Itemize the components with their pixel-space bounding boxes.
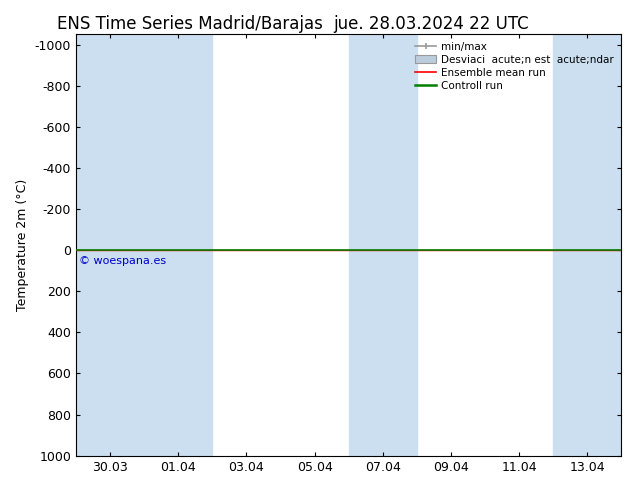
Bar xyxy=(76,34,145,456)
Bar xyxy=(144,34,212,456)
Text: © woespana.es: © woespana.es xyxy=(79,256,167,266)
Bar xyxy=(349,34,417,456)
Text: ENS Time Series Madrid/Barajas: ENS Time Series Madrid/Barajas xyxy=(57,15,323,33)
Text: jue. 28.03.2024 22 UTC: jue. 28.03.2024 22 UTC xyxy=(333,15,529,33)
Legend: min/max, Desviaci  acute;n est  acute;ndar, Ensemble mean run, Controll run: min/max, Desviaci acute;n est acute;ndar… xyxy=(411,37,618,95)
Y-axis label: Temperature 2m (°C): Temperature 2m (°C) xyxy=(16,179,29,311)
Bar xyxy=(553,34,621,456)
